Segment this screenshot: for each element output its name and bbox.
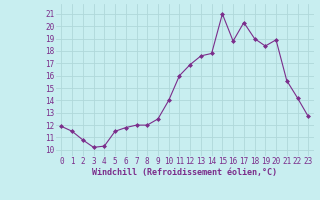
X-axis label: Windchill (Refroidissement éolien,°C): Windchill (Refroidissement éolien,°C) <box>92 168 277 177</box>
